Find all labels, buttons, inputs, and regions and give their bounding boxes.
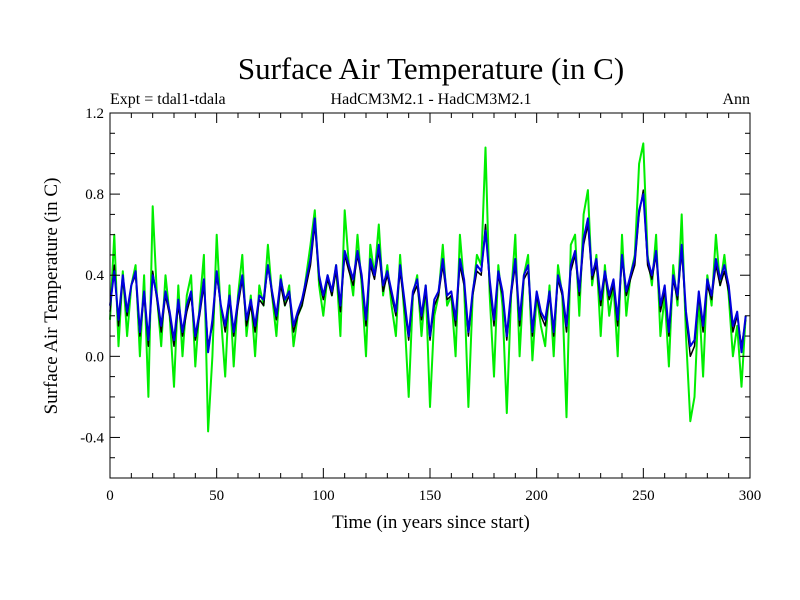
y-axis-label: Surface Air Temperature (in C) <box>41 178 62 415</box>
plot-frame <box>109 112 751 479</box>
y-tick-label: 0.4 <box>85 268 104 284</box>
x-axis-label: Time (in years since start) <box>332 512 530 533</box>
x-tick-label: 250 <box>632 488 655 504</box>
series-line-green <box>109 142 747 433</box>
y-tick-label: -0.4 <box>80 430 104 446</box>
subtitle-left: Expt = tdal1-tdala <box>110 91 226 108</box>
y-tick-label: 0.8 <box>85 187 104 203</box>
subtitle-center: HadCM3M2.1 - HadCM3M2.1 <box>331 91 532 108</box>
x-tick-label: 150 <box>419 488 442 504</box>
series-line-blue <box>109 193 747 354</box>
x-tick-label: 100 <box>312 488 335 504</box>
y-tick-label: 1.2 <box>85 106 104 122</box>
x-tick-label: 0 <box>106 488 114 504</box>
x-tick-label: 300 <box>739 488 762 504</box>
y-tick-label: 0.0 <box>85 349 104 365</box>
tick-layer: 0 50 100 150 200 250 300 -0.4 0.0 0.4 0.8 1.2 <box>80 106 761 504</box>
subtitle-right: Ann <box>722 91 750 108</box>
series-layer <box>109 142 747 433</box>
x-tick-label: 50 <box>209 488 224 504</box>
chart-title: Surface Air Temperature (in C) <box>238 51 624 86</box>
x-tick-label: 200 <box>525 488 548 504</box>
